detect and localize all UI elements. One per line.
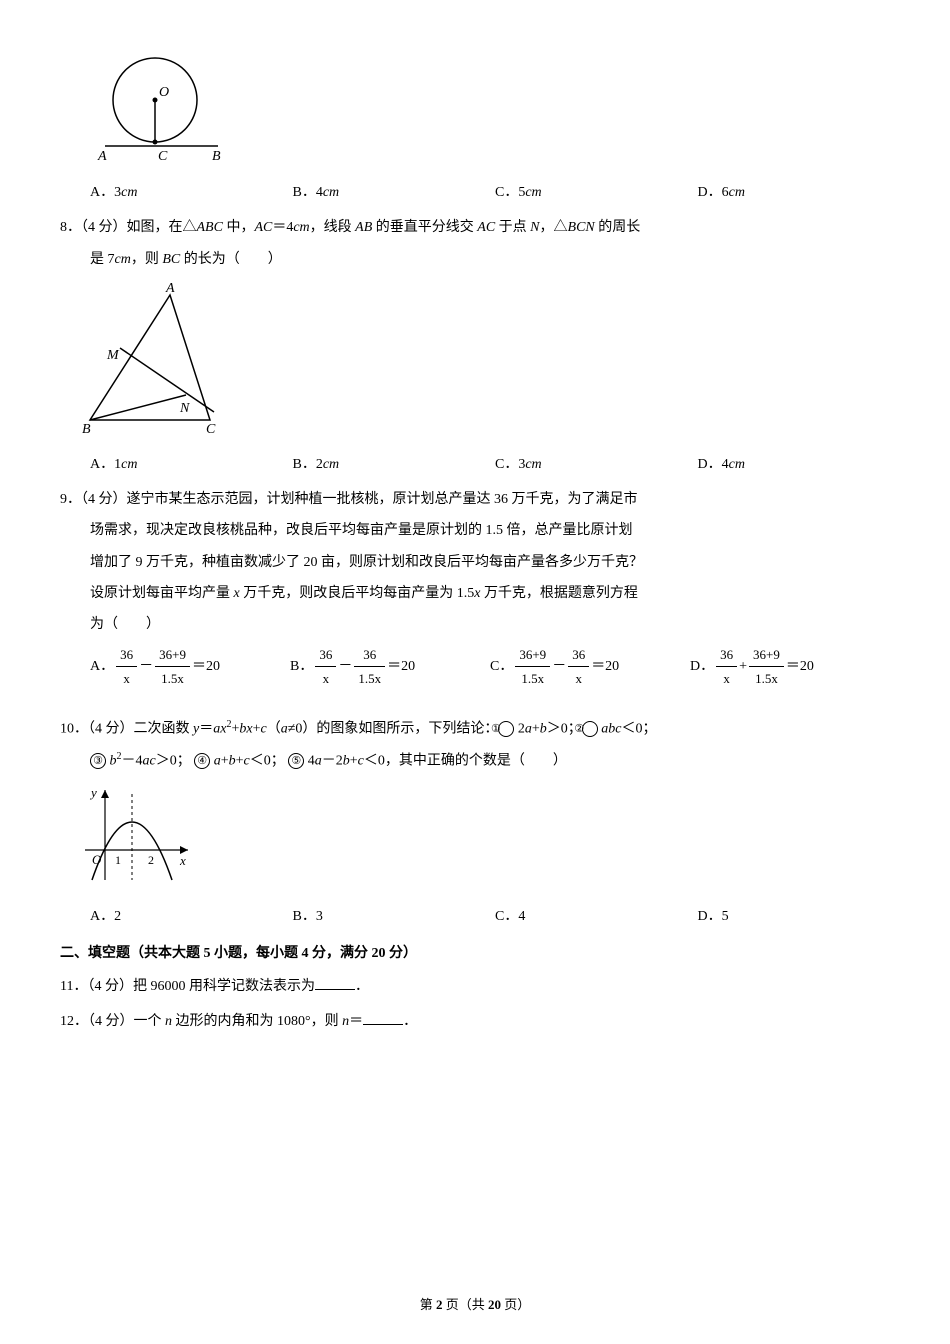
- q7-choices: A．3cm B．4cm C．5cm D．6cm: [90, 180, 890, 205]
- q10-figure: O 1 2 x y: [80, 782, 890, 896]
- q10-choice-C: C．4: [495, 904, 688, 929]
- svg-text:N: N: [179, 401, 190, 416]
- q10-choice-B: B．3: [293, 904, 486, 929]
- q11-text: 11．（4 分）把 96000 用科学记数法表示为．: [60, 974, 890, 999]
- label-C: C: [158, 149, 168, 163]
- page-footer: 第 2 页（共 20 页）: [0, 1293, 950, 1316]
- q9-choices: A． 36x － 36+91.5x ＝20 B． 36x － 361.5x ＝2…: [90, 643, 890, 706]
- q8-choice-B: B．2cm: [293, 452, 486, 477]
- q9-choice-B: B． 36x － 361.5x ＝20: [290, 643, 490, 691]
- q9-line3: 增加了 9 万千克，种植亩数减少了 20 亩，则原计划和改良后平均每亩产量各多少…: [90, 550, 890, 575]
- q9-choice-D: D． 36x + 36+91.5x ＝20: [690, 643, 890, 691]
- q7-choice-D: D．6cm: [698, 180, 891, 205]
- svg-text:y: y: [89, 785, 97, 800]
- q7-choice-B: B．4cm: [293, 180, 486, 205]
- q10-choice-D: D．5: [698, 904, 891, 929]
- svg-text:B: B: [82, 422, 91, 435]
- q7-choice-A: A．3cm: [90, 180, 283, 205]
- svg-text:M: M: [106, 348, 120, 363]
- q9-choice-C: C． 36+91.5x － 36x ＝20: [490, 643, 690, 691]
- q10-choices: A．2 B．3 C．4 D．5: [90, 904, 890, 929]
- q8-figure: A M N B C: [80, 280, 890, 444]
- q11-blank: [315, 976, 355, 990]
- q12-blank: [363, 1011, 403, 1025]
- q8-choice-D: D．4cm: [698, 452, 891, 477]
- svg-text:x: x: [179, 853, 186, 868]
- svg-text:O: O: [92, 852, 102, 867]
- q8-choices: A．1cm B．2cm C．3cm D．4cm: [90, 452, 890, 477]
- q8-choice-A: A．1cm: [90, 452, 283, 477]
- q10-line1: 10．（4 分）二次函数 y＝ax2+bx+c（a≠0）的图象如图所示，下列结论…: [60, 716, 890, 742]
- q9-line4: 设原计划每亩平均产量 x 万千克，则改良后平均每亩产量为 1.5x 万千克，根据…: [90, 581, 890, 606]
- q8-text: 8．（4 分）如图，在△ABC 中，AC＝4cm，线段 AB 的垂直平分线交 A…: [60, 215, 890, 240]
- q8: 8．（4 分）如图，在△ABC 中，AC＝4cm，线段 AB 的垂直平分线交 A…: [60, 215, 890, 477]
- q10-line2: ③ b2－4ac＞0； ④ a+b+c＜0； ⑤ 4a－2b+c＜0，其中正确的…: [90, 748, 890, 774]
- q12: 12．（4 分）一个 n 边形的内角和为 1080°，则 n＝．: [60, 1009, 890, 1034]
- section2-title: 二、填空题（共本大题 5 小题，每小题 4 分，满分 20 分）: [60, 941, 890, 966]
- q9-choice-A: A． 36x － 36+91.5x ＝20: [90, 643, 290, 691]
- q10: 10．（4 分）二次函数 y＝ax2+bx+c（a≠0）的图象如图所示，下列结论…: [60, 716, 890, 929]
- q8-text-line2: 是 7cm，则 BC 的长为（ ）: [90, 247, 890, 272]
- q9: 9．（4 分）遂宁市某生态示范园，计划种植一批核桃，原计划总产量达 36 万千克…: [60, 487, 890, 706]
- label-A: A: [97, 149, 107, 163]
- svg-text:A: A: [165, 281, 175, 296]
- q12-text: 12．（4 分）一个 n 边形的内角和为 1080°，则 n＝．: [60, 1009, 890, 1034]
- svg-text:1: 1: [115, 853, 121, 867]
- svg-text:2: 2: [148, 853, 154, 867]
- q7-figure: O A C B: [80, 48, 890, 172]
- q11: 11．（4 分）把 96000 用科学记数法表示为．: [60, 974, 890, 999]
- label-B: B: [212, 149, 221, 163]
- svg-text:C: C: [206, 422, 216, 435]
- label-O: O: [159, 85, 169, 100]
- q8-choice-C: C．3cm: [495, 452, 688, 477]
- q9-line1: 9．（4 分）遂宁市某生态示范园，计划种植一批核桃，原计划总产量达 36 万千克…: [60, 487, 890, 512]
- q10-choice-A: A．2: [90, 904, 283, 929]
- q9-line5: 为（ ）: [90, 612, 890, 637]
- q9-line2: 场需求，现决定改良核桃品种，改良后平均每亩产量是原计划的 1.5 倍，总产量比原…: [90, 518, 890, 543]
- q7-choice-C: C．5cm: [495, 180, 688, 205]
